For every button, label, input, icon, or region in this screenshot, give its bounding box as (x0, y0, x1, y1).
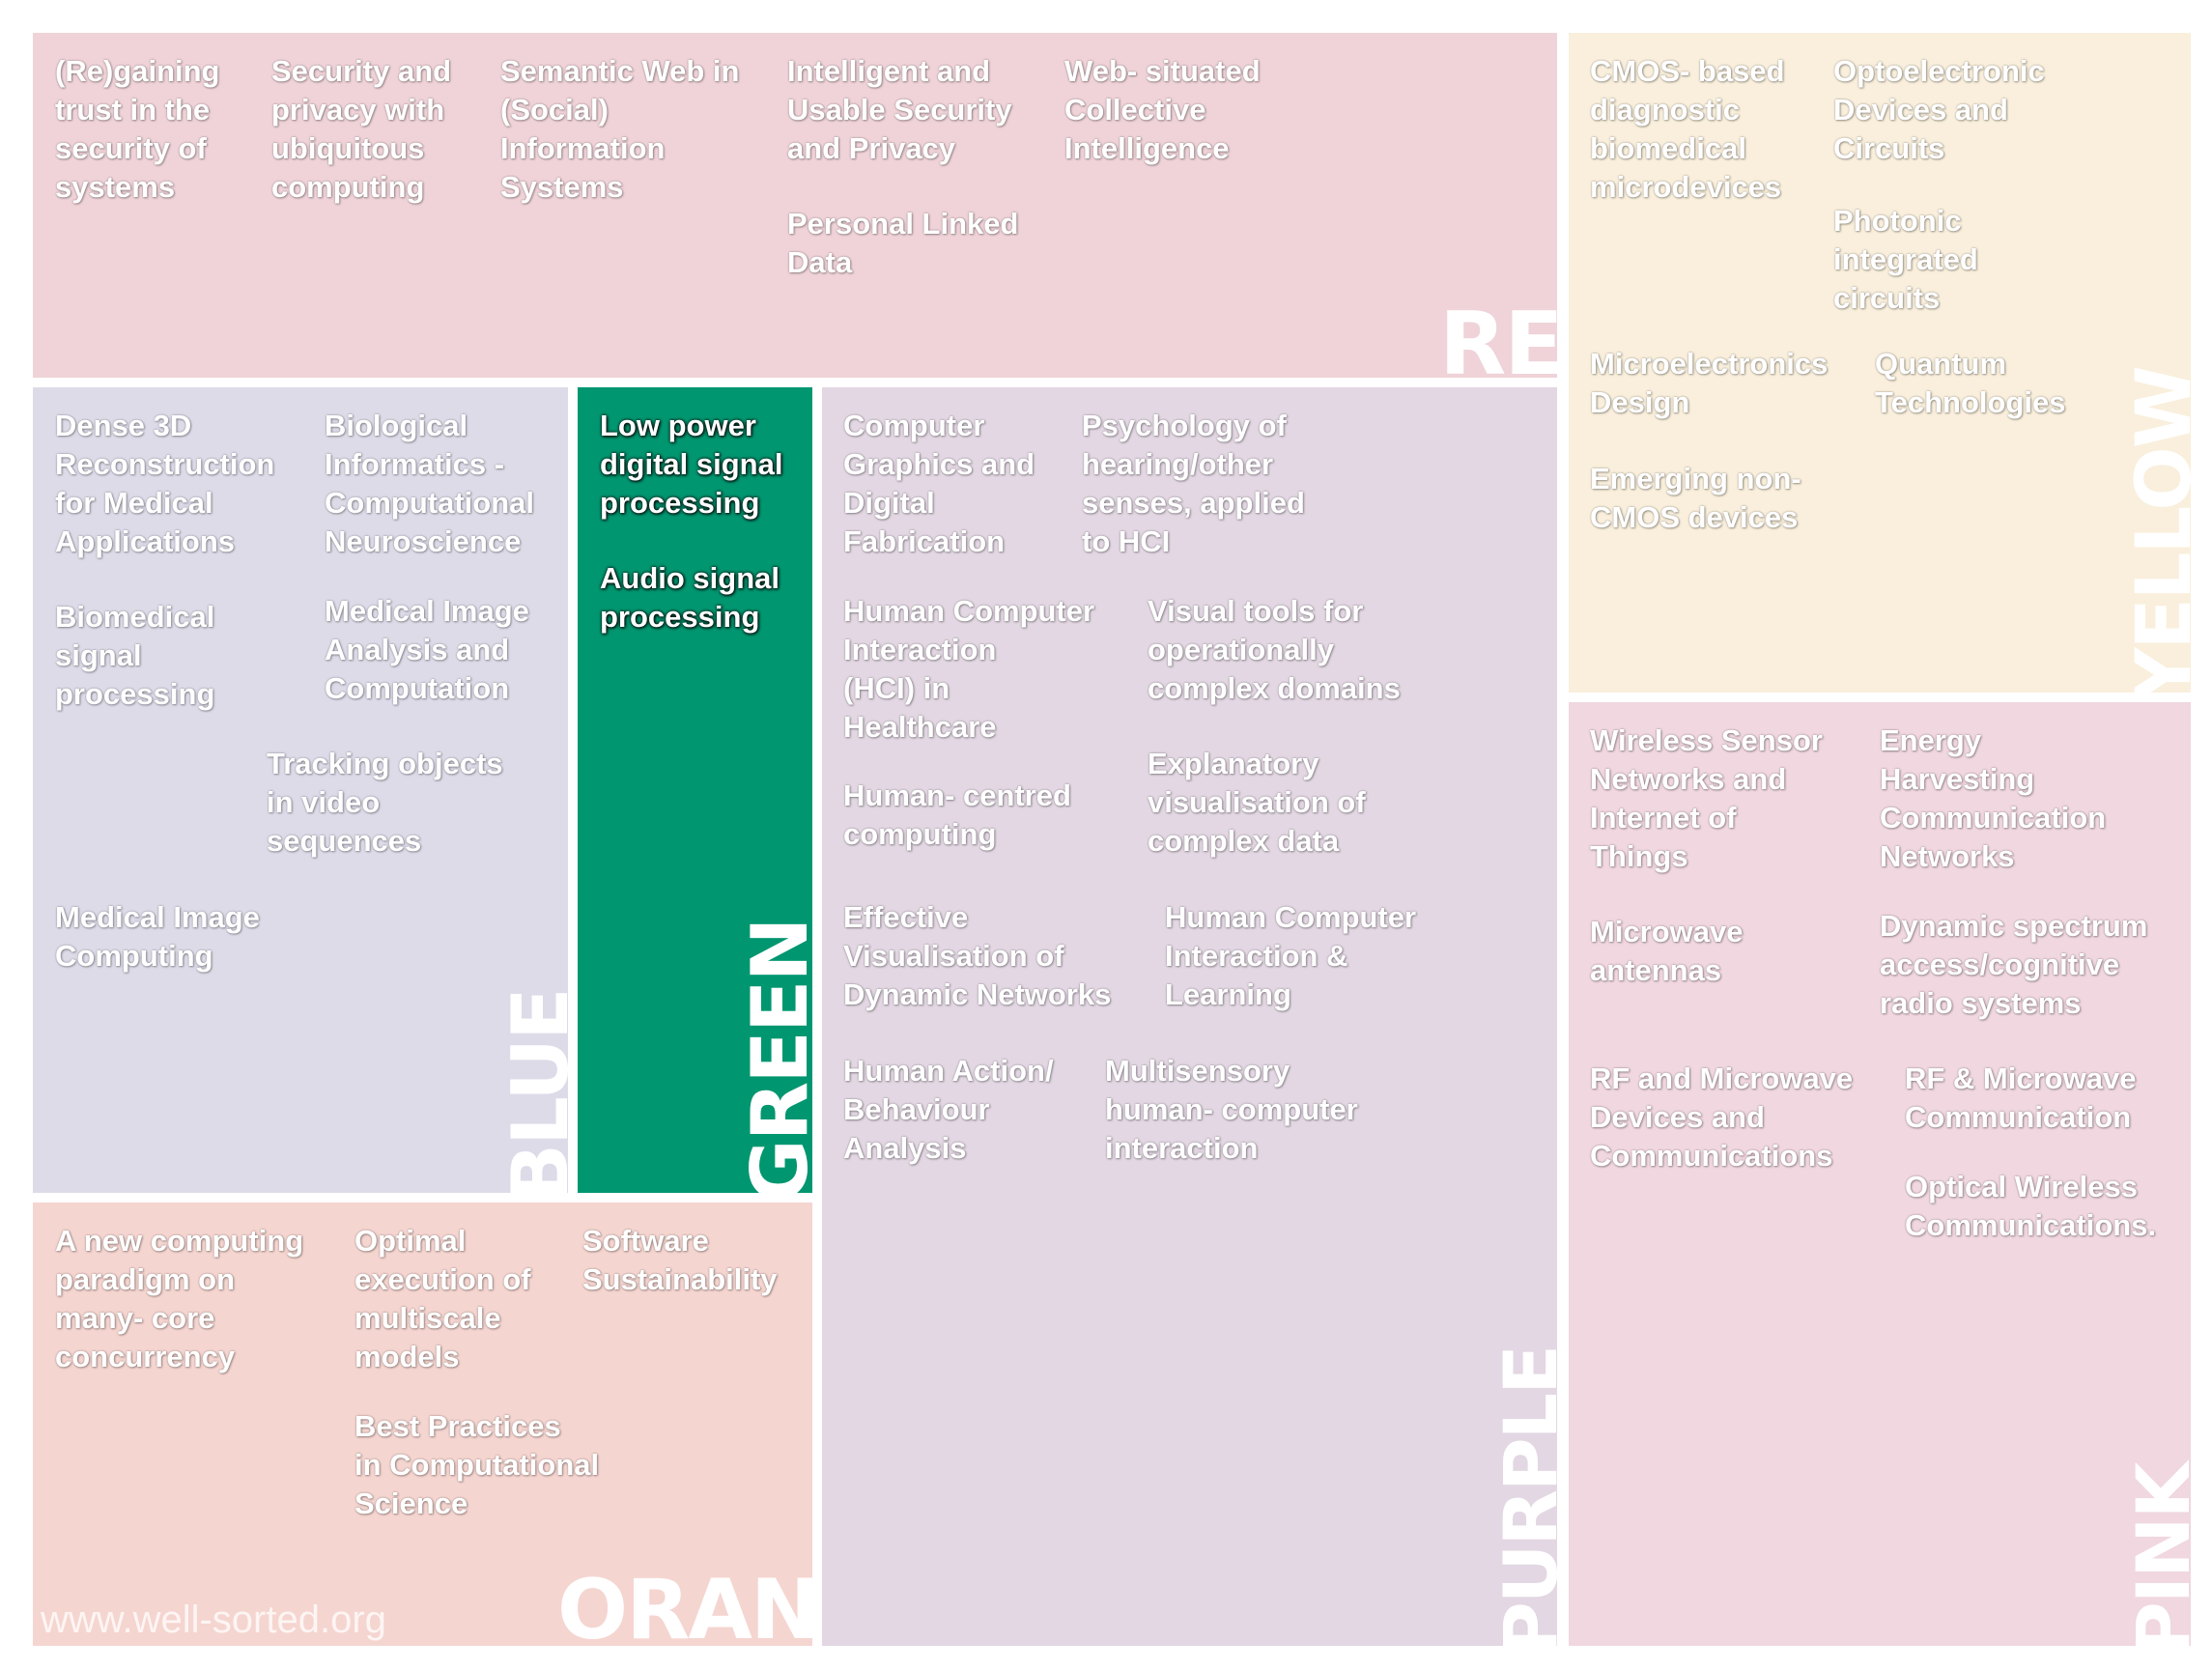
topic-item[interactable]: Computer Graphics and Digital Fabricatio… (843, 409, 1035, 558)
topic-item[interactable]: Human- centred computing (843, 778, 1071, 851)
topic-item[interactable]: CMOS- based diagnostic biomedical microd… (1590, 54, 1785, 204)
topic-item[interactable]: Quantum Technologies (1875, 347, 2066, 419)
topic-item[interactable]: Photonic integrated circuits (1833, 204, 1978, 315)
panel-label-green: GREEN (735, 919, 812, 1193)
topic-item[interactable]: Wireless Sensor Networks and Internet of… (1590, 723, 1823, 873)
panel-pink: Wireless Sensor Networks and Internet of… (1569, 702, 2191, 1646)
topic-item[interactable]: Optical Wireless Communications. (1905, 1170, 2157, 1242)
topic-item[interactable]: RF & Microwave Communication (1905, 1061, 2137, 1134)
topic-item[interactable]: Effective Visualisation of Dynamic Netwo… (843, 900, 1112, 1011)
topic-item[interactable]: Visual tools for operationally complex d… (1148, 594, 1401, 705)
topic-item[interactable]: Best Practices in Computational Science (354, 1409, 600, 1520)
panel-blue: Dense 3D Reconstruction for Medical Appl… (33, 387, 568, 1193)
topic-item[interactable]: Biological Informatics - Computational N… (325, 409, 534, 558)
panel-label-blue: BLUE (496, 989, 568, 1193)
topic-item[interactable]: Human Computer Interaction & Learning (1165, 900, 1417, 1011)
panel-red: (Re)gaining trust in the security of sys… (33, 33, 1557, 378)
panel-label-yellow: YELLOW (2121, 367, 2191, 693)
watermark-url: www.well-sorted.org (41, 1599, 386, 1641)
topic-item[interactable]: Web- situated Collective Intelligence (1064, 54, 1261, 165)
panel-yellow: CMOS- based diagnostic biomedical microd… (1569, 33, 2191, 693)
topic-item[interactable]: Software Sustainability (582, 1224, 778, 1296)
panel-purple: Computer Graphics and Digital Fabricatio… (822, 387, 1557, 1646)
topic-item[interactable]: Personal Linked Data (787, 207, 1019, 279)
panel-label-orange: ORANGE (557, 1562, 812, 1646)
topic-item[interactable]: Biomedical signal processing (55, 600, 215, 711)
topic-item[interactable]: Tracking objects in video sequences (267, 747, 503, 858)
topic-item[interactable]: Intelligent and Usable Security and Priv… (787, 54, 1012, 165)
panel-label-purple: PURPLE (1488, 1346, 1557, 1646)
topic-item[interactable]: Emerging non- CMOS devices (1590, 462, 1801, 534)
topic-item[interactable]: Explanatory visualisation of complex dat… (1148, 747, 1366, 858)
topic-item[interactable]: Semantic Web in (Social) Information Sys… (500, 54, 740, 204)
topic-item[interactable]: Dense 3D Reconstruction for Medical Appl… (55, 409, 275, 558)
topic-item[interactable]: Optimal execution of multiscale models (354, 1224, 531, 1373)
panel-green: Low power digital signal processing Audi… (578, 387, 812, 1193)
topic-item[interactable]: A new computing paradigm on many- core c… (55, 1224, 304, 1373)
topic-item[interactable]: Human Action/ Behaviour Analysis (843, 1054, 1054, 1165)
topic-item[interactable]: Microelectronics Design (1590, 347, 1829, 419)
topic-item[interactable]: Microwave antennas (1590, 915, 1744, 987)
topic-item[interactable]: (Re)gaining trust in the security of sys… (55, 54, 220, 204)
topic-item[interactable]: RF and Microwave Devices and Communicati… (1590, 1061, 1854, 1173)
topic-item[interactable]: Medical Image Computing (55, 900, 260, 973)
topic-item[interactable]: Multisensory human- computer interaction (1105, 1054, 1358, 1165)
topic-item-active[interactable]: Audio signal processing (600, 561, 780, 634)
topic-item[interactable]: Medical Image Analysis and Computation (325, 594, 529, 705)
topic-item[interactable]: Dynamic spectrum access/cognitive radio … (1880, 909, 2148, 1020)
topic-item-active[interactable]: Low power digital signal processing (600, 409, 783, 520)
topic-item[interactable]: Security and privacy with ubiquitous com… (271, 54, 452, 204)
panel-orange: A new computing paradigm on many- core c… (33, 1203, 812, 1646)
panel-label-red: RED (1439, 294, 1557, 379)
panel-label-pink: PINK (2120, 1463, 2191, 1646)
topic-item[interactable]: Optoelectronic Devices and Circuits (1833, 54, 2045, 165)
topic-item[interactable]: Psychology of hearing/other senses, appl… (1082, 409, 1305, 558)
topic-item[interactable]: Human Computer Interaction (HCI) in Heal… (843, 594, 1095, 744)
topic-item[interactable]: Energy Harvesting Communication Networks (1880, 723, 2107, 873)
